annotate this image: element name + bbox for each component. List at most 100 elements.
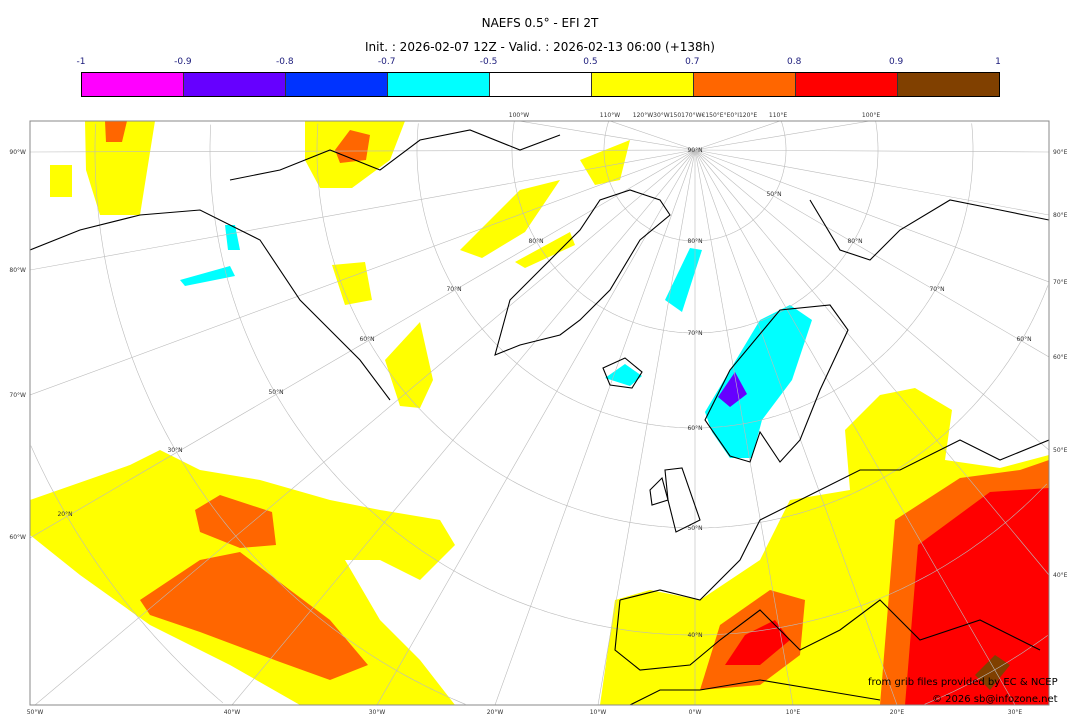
meridian-line [376, 149, 696, 705]
meridian-line [30, 149, 696, 153]
graticule-label: 20°N [57, 511, 72, 518]
efi-area-brown [975, 655, 1010, 690]
graticule-label: 110°E [769, 112, 787, 119]
colorbar-legend [81, 72, 1000, 97]
colorbar-segment [898, 73, 999, 96]
graticule-label: 60°W [9, 534, 26, 541]
efi-area-red [725, 620, 790, 665]
graticule-label: 70°N [687, 330, 702, 337]
latitude-circle [511, 121, 879, 334]
efi-area-yellow [515, 232, 575, 268]
graticule-label: 50°N [766, 191, 781, 198]
graticule-label: 120°W30°W150170°W€150°E°E0°I120°E [633, 112, 758, 119]
graticule-labels: 90°W 80°W 70°W 60°W 90°E 80°E 70°E 60°E 50°E 40°E… [9, 112, 1067, 716]
credit-source: from grib files provided by EC & NCEP [868, 677, 1058, 688]
latitude-circle [316, 123, 1049, 529]
meridian-line [694, 121, 871, 151]
meridian-line [30, 149, 696, 271]
graticule-label: 80°W [9, 267, 26, 274]
graticule-label: 70°W [9, 392, 26, 399]
latitude-circle [30, 445, 224, 704]
efi-area-orange [140, 552, 368, 680]
meridian-line [694, 121, 781, 151]
graticule-label: 30°E [1008, 709, 1023, 716]
efi-area-red [905, 488, 1049, 705]
efi-area-yellow [385, 322, 433, 408]
graticule-label: 30°W [369, 709, 386, 716]
graticule-label: 0°W [689, 709, 702, 716]
meridian-line [694, 149, 1049, 216]
graticule-label: 40°E [1053, 572, 1068, 579]
colorbar-segment [592, 73, 694, 96]
efi-area-cyan [605, 364, 642, 386]
efi-area-orange [335, 130, 370, 163]
colorbar-tick-label: 0.9 [888, 57, 904, 67]
efi-area-cyan [705, 305, 812, 458]
meridian-line [609, 121, 696, 151]
colorbar-segment [490, 73, 592, 96]
efi-area-yellow [85, 121, 155, 215]
colorbar-tick-label: -0.7 [377, 57, 396, 67]
meridian-line [694, 149, 1049, 283]
coastlines [30, 129, 1049, 705]
meridian-line [694, 149, 1049, 153]
colorbar-tick-label: 0.8 [787, 57, 802, 67]
colorbar-tick-label: 0.5 [583, 57, 598, 67]
meridian-line [694, 149, 1049, 358]
chart-subtitle: Init. : 2026-02-07 12Z - Valid. : 2026-0… [365, 40, 715, 54]
graticule-label: 70°E [1053, 279, 1068, 286]
efi-area-yellow [50, 165, 72, 197]
meridian-line [597, 149, 696, 705]
efi-area-orange [105, 121, 127, 142]
colorbar-segment [184, 73, 286, 96]
graticule-label: 80°N [687, 238, 702, 245]
latitude-circle [416, 123, 974, 429]
graticule [30, 121, 1049, 705]
graticule-label: 90°N [687, 147, 702, 154]
graticule-label: 100°E [862, 112, 880, 119]
graticule-label: 110°W [600, 112, 620, 119]
chart-title: NAEFS 0.5° - EFI 2T [481, 16, 599, 30]
colorbar-tick-label: -0.8 [275, 57, 294, 67]
meridian-line [694, 149, 1016, 705]
graticule-label: 20°E [890, 709, 905, 716]
graticule-label: 90°E [1053, 149, 1068, 156]
colorbar-tick-label: 0.7 [685, 57, 700, 67]
efi-area-orange [195, 495, 276, 548]
efi-area-yellow [460, 180, 560, 258]
graticule-label: 60°N [359, 336, 374, 343]
graticule-label: 60°E [1053, 354, 1068, 361]
credit-copyright: © 2026 sb@infozone.net [932, 694, 1058, 705]
colorbar-tick-label: -0.9 [174, 57, 192, 67]
graticule-label: 20°W [487, 709, 504, 716]
graticule-label: 60°N [1016, 336, 1031, 343]
graticule-label: 30°N [167, 447, 182, 454]
colorbar-segment [694, 73, 796, 96]
graticule-label: 50°N [268, 389, 283, 396]
colorbar-segment [82, 73, 184, 96]
meridian-line [30, 149, 696, 539]
meridian-line [30, 149, 696, 396]
graticule-label: 80°N [528, 238, 543, 245]
colorbar-segment [796, 73, 898, 96]
meridian-line [694, 149, 794, 705]
meridian-line [694, 149, 1049, 451]
colorbar-tick-label: -1 [76, 57, 86, 67]
graticule-label: 50°W [27, 709, 44, 716]
efi-area-cyan [665, 248, 702, 312]
graticule-label: 40°N [687, 632, 702, 639]
efi-area-yellow [332, 262, 372, 305]
colorbar-tick-label: -0.5 [479, 57, 498, 67]
graticule-label: 50°E [1053, 447, 1068, 454]
meridian-line [494, 149, 696, 705]
efi-area-cyan [225, 225, 240, 250]
colorbar-segment [388, 73, 490, 96]
graticule-label: 80°E [1053, 212, 1068, 219]
graticule-label: 10°E [786, 709, 801, 716]
graticule-label: 60°N [687, 425, 702, 432]
colorbar-tick-label: 1 [995, 57, 1001, 67]
graticule-label: 100°W [509, 112, 529, 119]
meridian-line [694, 149, 1049, 576]
